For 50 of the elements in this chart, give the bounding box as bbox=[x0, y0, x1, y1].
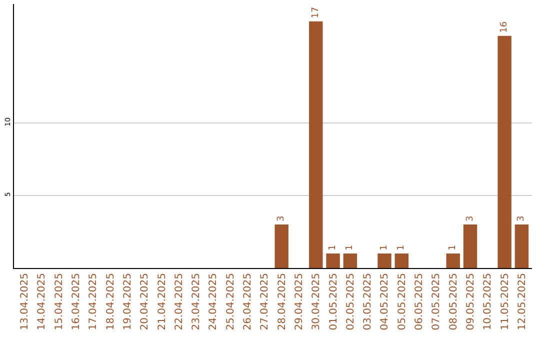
x-tick-label: 17.04.2025 bbox=[88, 273, 100, 330]
x-tick-label: 02.05.2025 bbox=[345, 273, 356, 330]
x-tick-label: 18.04.2025 bbox=[105, 273, 116, 330]
x-tick-label: 13.04.2025 bbox=[20, 273, 31, 330]
x-tick-label: 11.05.2025 bbox=[500, 273, 511, 330]
x-tick-label: 19.04.2025 bbox=[122, 273, 134, 330]
x-tick-label: 23.04.2025 bbox=[191, 273, 202, 330]
bar bbox=[343, 253, 358, 268]
x-tick-label: 29.04.2025 bbox=[294, 273, 305, 330]
x-tick-label: 26.04.2025 bbox=[242, 273, 254, 330]
bar bbox=[394, 253, 408, 268]
x-tick-label: 04.05.2025 bbox=[380, 273, 391, 330]
x-tick-label: 01.05.2025 bbox=[328, 273, 340, 330]
data-label: 1 bbox=[396, 244, 407, 250]
x-tick-label: 20.04.2025 bbox=[140, 273, 151, 330]
x-tick-label: 22.04.2025 bbox=[174, 273, 185, 330]
bar bbox=[326, 253, 340, 268]
x-tick-label: 12.05.2025 bbox=[516, 273, 528, 330]
bar bbox=[446, 253, 460, 268]
data-label: 17 bbox=[310, 6, 321, 18]
x-tick-label: 30.04.2025 bbox=[311, 273, 322, 330]
data-label: 3 bbox=[276, 216, 287, 222]
x-tick-label: 15.04.2025 bbox=[54, 273, 65, 330]
data-label: 1 bbox=[328, 244, 338, 250]
data-label: 16 bbox=[500, 21, 510, 33]
x-tick-label: 03.05.2025 bbox=[362, 273, 374, 330]
bar bbox=[498, 36, 512, 268]
x-tick-label: 10.05.2025 bbox=[482, 273, 494, 330]
x-tick-label: 07.05.2025 bbox=[431, 273, 442, 330]
data-label: 1 bbox=[379, 244, 390, 250]
x-tick-label: 06.05.2025 bbox=[414, 273, 426, 330]
bar bbox=[309, 21, 323, 268]
bar bbox=[514, 224, 529, 268]
x-tick-label: 08.05.2025 bbox=[448, 273, 460, 330]
x-tick-label: 21.04.2025 bbox=[156, 273, 168, 330]
bar bbox=[378, 253, 392, 268]
x-tick-label: 14.04.2025 bbox=[36, 273, 48, 330]
x-tick-label: 25.04.2025 bbox=[225, 273, 236, 330]
bar bbox=[463, 224, 478, 268]
x-tick-label: 24.04.2025 bbox=[208, 273, 220, 330]
data-label: 3 bbox=[465, 216, 476, 222]
x-tick-label: 27.04.2025 bbox=[260, 273, 271, 330]
data-label: 1 bbox=[448, 244, 458, 250]
x-tick-label: 05.05.2025 bbox=[396, 273, 408, 330]
x-tick-label: 09.05.2025 bbox=[466, 273, 476, 330]
data-label: 1 bbox=[345, 244, 356, 250]
x-tick-label: 28.04.2025 bbox=[276, 273, 288, 330]
bar bbox=[274, 224, 288, 268]
x-tick-label: 16.04.2025 bbox=[71, 273, 82, 330]
data-label: 3 bbox=[516, 216, 527, 222]
